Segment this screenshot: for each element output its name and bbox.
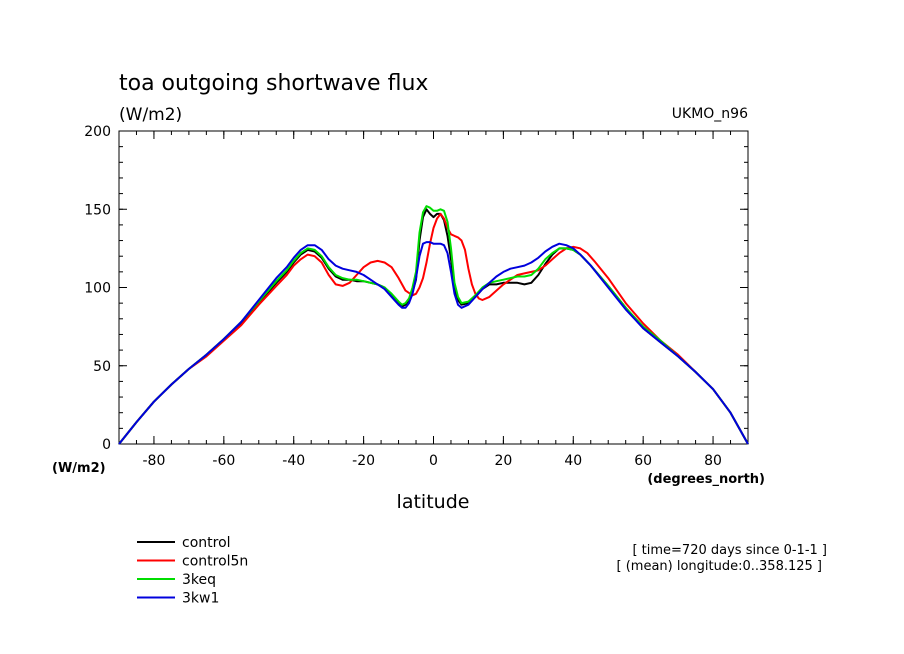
series-line-3keq xyxy=(118,205,749,445)
series-line-control5n xyxy=(118,212,749,445)
y-tick-label: 100 xyxy=(84,281,111,297)
x-tick-label: 20 xyxy=(494,453,512,469)
x-tick-label: -60 xyxy=(212,453,235,469)
legend-label-control5n: control5n xyxy=(182,554,248,570)
legend: control control5n 3keq 3kw1 xyxy=(137,535,248,607)
legend-label-3kw1: 3kw1 xyxy=(182,591,219,607)
x-tick-label: 40 xyxy=(564,453,582,469)
x-tick-label: -40 xyxy=(282,453,305,469)
minor-ticks xyxy=(118,130,749,445)
model-label: UKMO_n96 xyxy=(672,106,748,122)
y-tick-label: 50 xyxy=(93,359,111,375)
plot-frame xyxy=(118,130,749,445)
y-tick-label: 150 xyxy=(84,202,111,218)
x-tick-label: 80 xyxy=(704,453,722,469)
legend-label-control: control xyxy=(182,535,231,551)
series-line-3kw1 xyxy=(118,241,749,445)
x-tick-label: -20 xyxy=(352,453,375,469)
y-tick-label: 0 xyxy=(102,437,111,453)
chart-title: toa outgoing shortwave flux xyxy=(119,71,428,96)
x-tick-labels: -80 -60 -40 -20 0 20 40 60 80 xyxy=(143,453,722,469)
x-axis-label: latitude xyxy=(397,491,470,513)
y-tick-labels: 0 50 100 150 200 xyxy=(84,124,111,453)
x-tick-label: -80 xyxy=(143,453,166,469)
series-lines xyxy=(118,205,749,445)
y-tick-label: 200 xyxy=(84,124,111,140)
x-tick-label: 0 xyxy=(429,453,438,469)
info-line-time: [ time=720 days since 0-1-1 ] xyxy=(632,543,827,558)
info-line-longitude: [ (mean) longitude:0..358.125 ] xyxy=(617,559,822,574)
y-units-label: (W/m2) xyxy=(52,461,106,476)
x-units-label: (degrees_north) xyxy=(647,472,765,487)
units-label: (W/m2) xyxy=(119,105,182,125)
x-tick-label: 60 xyxy=(634,453,652,469)
major-ticks xyxy=(119,130,748,445)
legend-label-3keq: 3keq xyxy=(182,572,216,588)
